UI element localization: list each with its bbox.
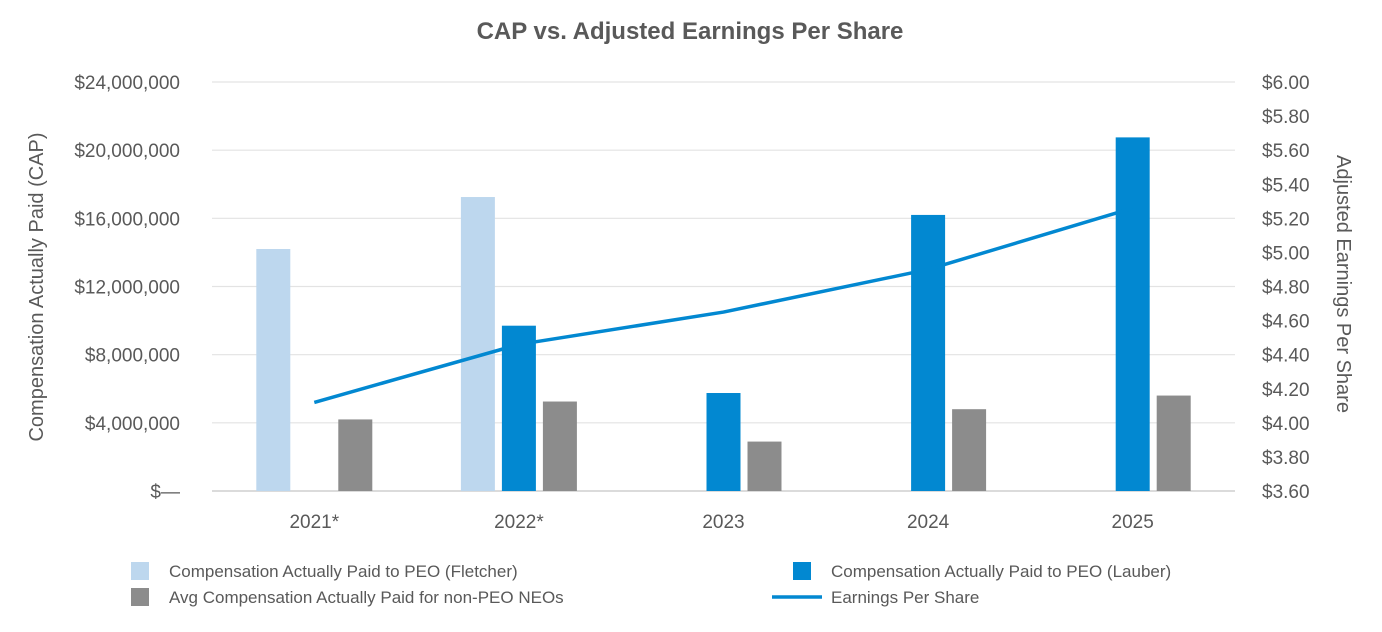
- legend-swatch: [131, 588, 149, 606]
- right-tick-label: $5.60: [1262, 141, 1310, 162]
- grid-lines: [212, 81, 1235, 492]
- legend-label: Compensation Actually Paid to PEO (Fletc…: [169, 562, 518, 581]
- x-axis-ticks: 2021* 2022* 2023 2024 2025: [289, 512, 1153, 533]
- bar: [256, 249, 291, 491]
- bar: [911, 214, 946, 492]
- bar: [747, 441, 782, 491]
- eps-line: [313, 206, 1134, 405]
- bar: [501, 325, 536, 491]
- left-tick-label: $—: [150, 482, 180, 503]
- legend-swatch: [131, 562, 149, 580]
- bar: [460, 197, 495, 491]
- right-tick-label: $5.80: [1262, 107, 1310, 128]
- bar: [542, 401, 577, 491]
- bars: [256, 137, 1191, 492]
- left-tick-label: $12,000,000: [74, 278, 180, 299]
- right-tick-label: $4.60: [1262, 312, 1310, 333]
- right-axis-ticks: $3.60 $3.80 $4.00 $4.20 $4.40 $4.60 $4.80 $5.00…: [1262, 73, 1310, 503]
- left-tick-label: $4,000,000: [85, 414, 180, 435]
- legend-swatch: [793, 562, 811, 580]
- legend: Compensation Actually Paid to PEO (Fletc…: [131, 562, 1171, 607]
- left-axis-ticks: $— $4,000,000 $8,000,000 $12,000,000 $16,000…: [74, 73, 180, 503]
- bar: [952, 409, 987, 491]
- right-tick-label: $5.40: [1262, 175, 1310, 196]
- right-axis-title: Adjusted Earnings Per Share: [1332, 155, 1354, 413]
- right-tick-label: $5.20: [1262, 209, 1310, 230]
- right-tick-label: $6.00: [1262, 73, 1310, 94]
- left-tick-label: $20,000,000: [74, 141, 180, 162]
- legend-label: Avg Compensation Actually Paid for non-P…: [169, 588, 564, 607]
- bar: [1115, 137, 1150, 491]
- left-tick-label: $24,000,000: [74, 73, 180, 94]
- right-tick-label: $4.20: [1262, 380, 1310, 401]
- x-tick-label: 2021*: [289, 512, 339, 533]
- right-tick-label: $4.00: [1262, 414, 1310, 435]
- x-tick-label: 2024: [907, 512, 950, 533]
- x-tick-label: 2022*: [494, 512, 544, 533]
- right-tick-label: $3.80: [1262, 448, 1310, 469]
- left-tick-label: $16,000,000: [74, 209, 180, 230]
- legend-label: Earnings Per Share: [831, 588, 979, 607]
- bar: [338, 419, 373, 491]
- left-tick-label: $8,000,000: [85, 346, 180, 367]
- bar: [706, 393, 741, 491]
- x-tick-label: 2025: [1112, 512, 1154, 533]
- right-tick-label: $5.00: [1262, 243, 1310, 264]
- legend-label: Compensation Actually Paid to PEO (Laube…: [831, 562, 1171, 581]
- bar: [1156, 395, 1191, 491]
- right-tick-label: $4.40: [1262, 346, 1310, 367]
- chart-title: CAP vs. Adjusted Earnings Per Share: [477, 18, 904, 45]
- right-tick-label: $3.60: [1262, 482, 1310, 503]
- left-axis-title: Compensation Actually Paid (CAP): [26, 132, 48, 441]
- right-tick-label: $4.80: [1262, 278, 1310, 299]
- eps-line-layer: [313, 206, 1134, 405]
- x-tick-label: 2023: [702, 512, 744, 533]
